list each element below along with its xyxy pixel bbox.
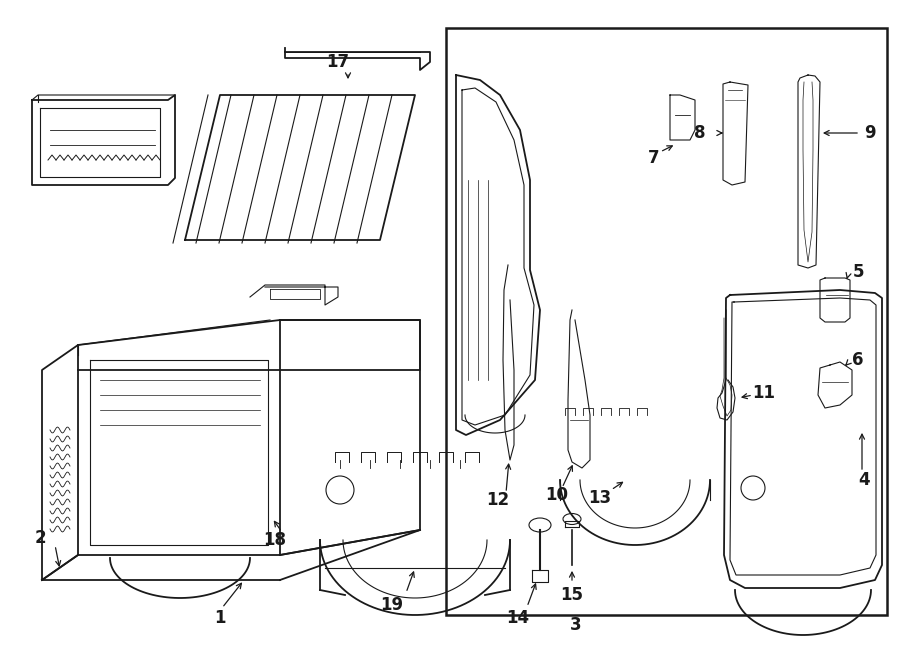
Text: 4: 4: [859, 471, 869, 489]
Text: 19: 19: [381, 596, 403, 614]
Text: 13: 13: [589, 489, 612, 507]
Text: 1: 1: [214, 609, 226, 627]
Bar: [446, 28, 887, 615]
Text: 12: 12: [486, 491, 509, 509]
Text: 2: 2: [34, 529, 46, 547]
Text: 15: 15: [561, 586, 583, 604]
Text: 14: 14: [507, 609, 529, 627]
Text: 17: 17: [327, 53, 349, 71]
Text: 11: 11: [752, 384, 776, 402]
Text: 7: 7: [648, 149, 660, 167]
Text: 18: 18: [264, 531, 286, 549]
Text: 6: 6: [852, 351, 864, 369]
Text: 8: 8: [694, 124, 706, 142]
Text: 9: 9: [864, 124, 876, 142]
Text: 5: 5: [852, 263, 864, 281]
Text: 3: 3: [571, 616, 581, 634]
Text: 10: 10: [545, 486, 569, 504]
